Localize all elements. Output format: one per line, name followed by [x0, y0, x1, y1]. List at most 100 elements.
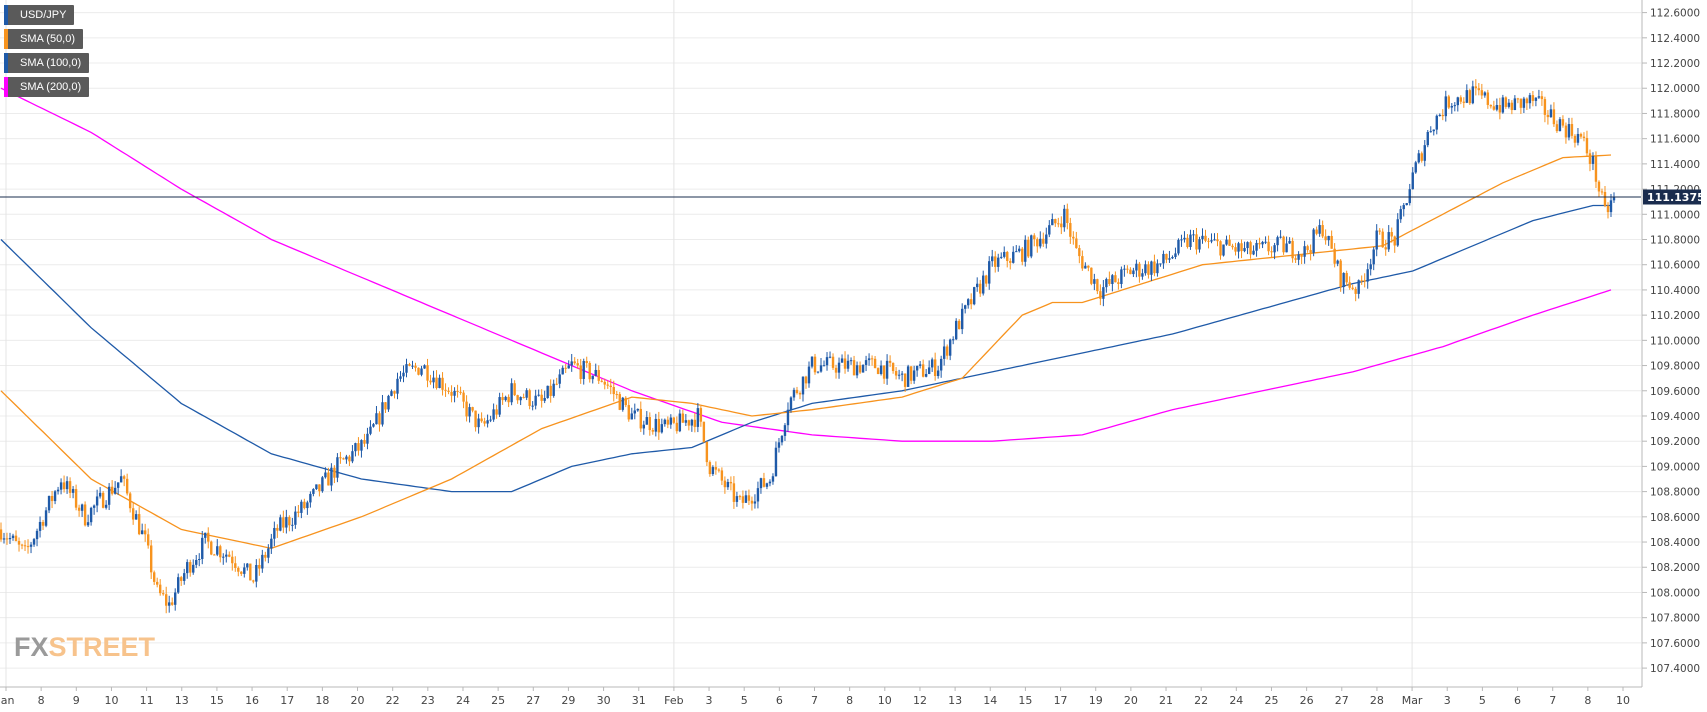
- candle-body: [231, 556, 234, 564]
- sma-50-line: [0, 154, 1612, 549]
- candle-body: [816, 371, 820, 373]
- candle-body: [375, 413, 378, 425]
- candle-body: [1534, 97, 1538, 101]
- y-tick-label: 112.0000: [1650, 83, 1700, 95]
- candle-body: [528, 390, 531, 406]
- candle-body: [582, 360, 585, 379]
- candle-body: [774, 447, 778, 477]
- candle-body: [507, 396, 510, 403]
- candle-body: [357, 443, 360, 451]
- candle-body: [1528, 95, 1532, 104]
- candle-body: [693, 419, 697, 427]
- candle-body: [417, 367, 420, 375]
- x-tick-label: 10: [1616, 694, 1630, 707]
- candle-body: [1576, 133, 1580, 143]
- candle-body: [149, 545, 153, 573]
- x-tick-label: 15: [210, 694, 224, 707]
- y-tick-label: 112.2000: [1650, 58, 1700, 70]
- candle-body: [1492, 106, 1496, 110]
- candle-body: [1345, 272, 1348, 283]
- candle-body: [1564, 125, 1568, 138]
- candle-body: [1264, 241, 1267, 243]
- candle-body: [402, 372, 405, 377]
- candle-body: [894, 371, 898, 376]
- candle-body: [309, 493, 312, 503]
- candle-body: [273, 527, 276, 539]
- candle-body: [546, 385, 549, 398]
- candle-body: [345, 456, 348, 460]
- candle-body: [615, 394, 618, 396]
- candle-body: [107, 486, 111, 505]
- candle-body: [1111, 275, 1114, 285]
- candle-body: [1381, 231, 1384, 248]
- candle-body: [1393, 236, 1396, 246]
- candle-body: [690, 419, 694, 426]
- candle-body: [723, 480, 727, 488]
- candle-body: [588, 363, 591, 380]
- candle-body: [1060, 223, 1063, 228]
- legend-sma200[interactable]: SMA (200,0): [4, 77, 90, 97]
- candle-body: [849, 360, 853, 362]
- candle-body: [1228, 239, 1231, 246]
- candle-body: [510, 383, 513, 403]
- candle-body: [609, 385, 612, 388]
- candle-body: [1312, 229, 1315, 253]
- x-tick-label: 25: [1264, 694, 1278, 707]
- candle-body: [435, 377, 438, 389]
- candle-body: [834, 367, 838, 373]
- candle-body: [297, 511, 300, 513]
- candle-body: [576, 363, 579, 366]
- candle-body: [1324, 236, 1327, 241]
- candle-body: [474, 410, 477, 428]
- candle-body: [1198, 239, 1201, 250]
- candle-body: [936, 370, 940, 377]
- candle-body: [38, 521, 42, 531]
- y-tick-label: 112.6000: [1650, 8, 1700, 20]
- legend-swatch-sma100: [4, 53, 8, 73]
- legend-label-sma50: SMA (50,0): [20, 33, 76, 45]
- legend-sma50[interactable]: SMA (50,0): [4, 29, 84, 49]
- candle-body: [1123, 268, 1126, 270]
- candle-body: [669, 417, 673, 425]
- candle-body: [11, 535, 15, 539]
- candle-body: [234, 563, 237, 568]
- candle-body: [945, 346, 949, 356]
- candle-body: [1567, 124, 1571, 138]
- candle-body: [864, 360, 868, 365]
- y-tick-label: 111.4000: [1650, 159, 1700, 171]
- candle-body: [1126, 268, 1129, 270]
- candle-body: [1489, 104, 1493, 107]
- candle-body: [819, 365, 823, 372]
- candle-body: [291, 524, 294, 526]
- candle-body: [44, 510, 48, 526]
- x-tick-label: 29: [561, 694, 575, 707]
- candle-body: [1021, 248, 1024, 262]
- candle-body: [1207, 240, 1210, 242]
- candle-body: [77, 507, 81, 511]
- candle-body: [648, 417, 652, 431]
- candle-body: [1258, 242, 1261, 245]
- candle-body: [534, 395, 537, 406]
- candle-body: [1120, 269, 1123, 284]
- candle-body: [699, 408, 703, 422]
- candle-body: [387, 395, 390, 410]
- y-tick-label: 109.4000: [1650, 411, 1700, 423]
- candle-body: [1291, 240, 1294, 259]
- candle-body: [1114, 275, 1117, 283]
- x-tick-label: 30: [597, 694, 611, 707]
- candle-body: [1159, 263, 1162, 265]
- legend-sma100[interactable]: SMA (100,0): [4, 53, 90, 73]
- legend-usdjpy[interactable]: USD/JPY: [4, 5, 75, 25]
- candle-body: [249, 563, 252, 581]
- candle-body: [672, 417, 676, 423]
- x-tick-label: 7: [1549, 694, 1556, 707]
- sma-200-line: [0, 87, 1612, 442]
- candle-body: [363, 440, 366, 444]
- y-tick-label: 107.6000: [1650, 638, 1700, 650]
- candle-body: [1342, 272, 1345, 288]
- candle-body: [1507, 102, 1511, 107]
- candle-body: [1447, 96, 1450, 108]
- candle-body: [1081, 256, 1084, 269]
- candle-body: [1405, 203, 1408, 206]
